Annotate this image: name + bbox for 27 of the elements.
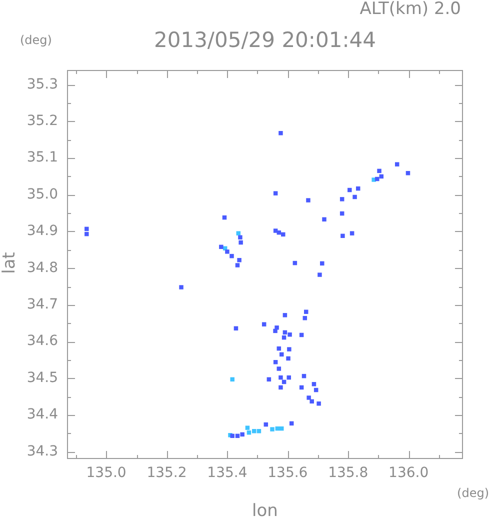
y-tick-label: 34.3 <box>26 443 58 460</box>
y-axis-title: lat <box>0 252 20 274</box>
y-tick-label: 34.4 <box>26 406 58 423</box>
y-tick-label: 35.1 <box>26 150 58 166</box>
y-tick-label: 34.8 <box>26 260 58 276</box>
point <box>245 426 250 430</box>
x-tick-label: 135.0 <box>86 465 126 482</box>
point <box>236 231 241 236</box>
chart-subtitle: ALT(km) 2.0 <box>360 0 461 19</box>
chart-title: 2013/05/29 20:01:44 <box>154 28 376 52</box>
x-axis-title: lon <box>252 501 278 521</box>
point <box>270 427 274 432</box>
text: (deg) <box>457 486 489 500</box>
y-tick-label: 35.2 <box>26 113 58 130</box>
y-tick-label: 34.9 <box>26 223 58 240</box>
x-tick-label: 135.6 <box>268 465 308 482</box>
y-tick-label: 34.7 <box>26 296 58 313</box>
y-tick-label: 34.6 <box>26 333 58 350</box>
x-tick-label: 135.4 <box>207 465 248 482</box>
y-tick-label: 34.5 <box>26 370 58 386</box>
text: (deg) <box>20 33 52 47</box>
x-tick-label: 135.2 <box>146 465 187 482</box>
x-tick-label: 135.8 <box>328 465 368 482</box>
y-tick-label: 35.3 <box>26 76 58 92</box>
y-tick-label: 35.0 <box>26 186 58 202</box>
x-tick-label: 136.0 <box>388 465 429 482</box>
point <box>230 377 234 382</box>
